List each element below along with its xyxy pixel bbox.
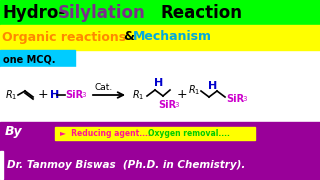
Bar — [0, 50, 75, 67]
Text: +: + — [177, 89, 188, 102]
Bar — [0, 25, 320, 50]
Text: ►  Reducing agent....: ► Reducing agent.... — [60, 129, 156, 138]
Text: Mechanism: Mechanism — [133, 30, 212, 44]
Text: H: H — [208, 81, 217, 91]
Text: +: + — [38, 89, 49, 102]
Text: one MCQ.: one MCQ. — [3, 54, 55, 64]
Text: Reaction: Reaction — [160, 4, 242, 22]
Text: H: H — [154, 78, 163, 88]
Text: Dr. Tanmoy Biswas  (Ph.D. in Chemistry).: Dr. Tanmoy Biswas (Ph.D. in Chemistry). — [7, 160, 245, 170]
Text: SiR: SiR — [65, 90, 83, 100]
Bar — [0, 150, 320, 180]
Text: Cat.: Cat. — [95, 82, 113, 91]
Text: By: By — [5, 125, 23, 138]
Text: $R_1$: $R_1$ — [5, 88, 17, 102]
Text: $R_1$: $R_1$ — [132, 88, 144, 102]
Text: &: & — [123, 30, 134, 44]
Bar — [0, 151, 3, 179]
Text: Silylation: Silylation — [58, 4, 146, 22]
Text: H: H — [50, 90, 59, 100]
Bar — [0, 122, 320, 180]
Bar — [0, 0, 320, 25]
Text: 3: 3 — [174, 102, 179, 108]
Text: Oxygen removal....: Oxygen removal.... — [148, 129, 230, 138]
Text: 3: 3 — [81, 92, 85, 98]
Text: Hydro-: Hydro- — [3, 4, 66, 22]
Text: SiR: SiR — [158, 100, 176, 110]
Text: $R_1$: $R_1$ — [188, 83, 200, 97]
Text: 3: 3 — [242, 96, 246, 102]
Bar — [0, 67, 320, 122]
Bar — [55, 127, 255, 140]
Text: SiR: SiR — [226, 94, 244, 104]
Text: Organic reactions: Organic reactions — [2, 30, 131, 44]
